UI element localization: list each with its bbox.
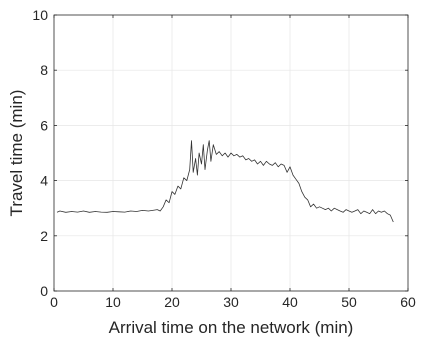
y-tick-label: 0: [40, 283, 48, 299]
y-tick-label: 10: [32, 7, 48, 23]
y-tick-label: 2: [40, 228, 48, 244]
grid-lines: [54, 15, 408, 291]
y-tick-label: 4: [40, 173, 48, 189]
x-tick-label: 30: [223, 294, 239, 310]
x-tick-labels: 0 10 20 30 40 50 60: [50, 294, 416, 310]
x-tick-label: 0: [50, 294, 58, 310]
y-tick-label: 6: [40, 117, 48, 133]
y-tick-labels: 0 2 4 6 8 10: [32, 7, 48, 299]
y-tick-label: 8: [40, 62, 48, 78]
series-group: [56, 140, 394, 223]
x-tick-label: 10: [105, 294, 121, 310]
series-line-0: [56, 140, 394, 223]
x-tick-label: 20: [164, 294, 180, 310]
x-tick-label: 40: [282, 294, 298, 310]
x-tick-label: 50: [341, 294, 357, 310]
x-tick-label: 60: [400, 294, 416, 310]
y-axis-label: Travel time (min): [7, 90, 26, 217]
x-axis-label: Arrival time on the network (min): [109, 318, 354, 337]
tick-marks: [53, 14, 409, 292]
